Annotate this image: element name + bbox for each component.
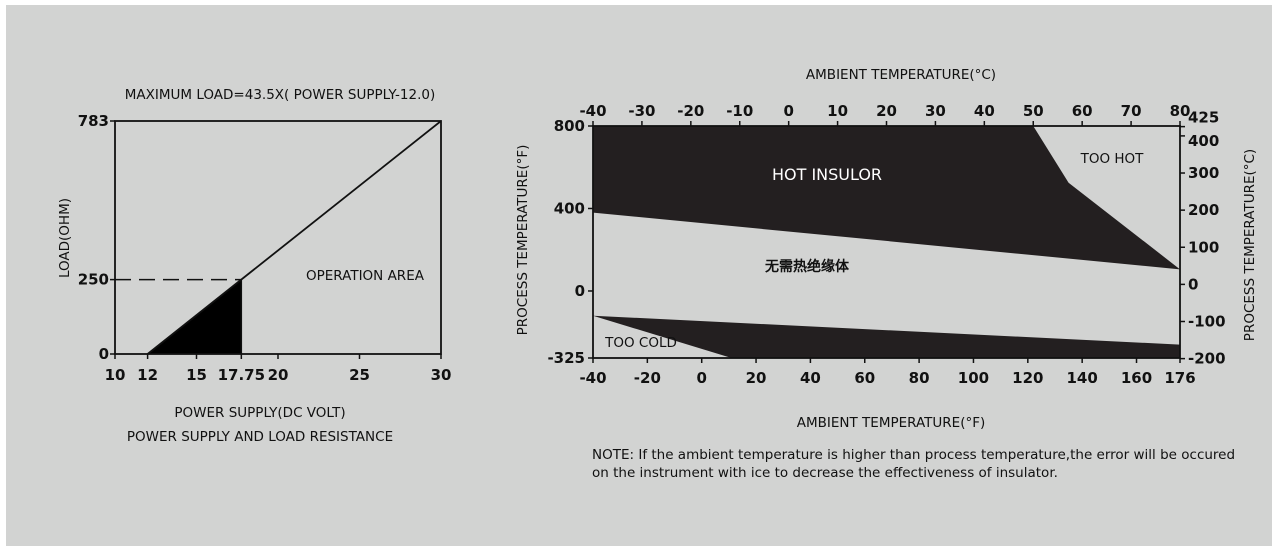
- temperature-regions: [593, 126, 1180, 358]
- left-y-axis-ticks: 800 400 0 -325: [547, 117, 593, 367]
- y-tick-label: 800: [554, 117, 585, 135]
- bottom-x-axis-ticks: -40 -20 0 20 40 60 80 100 120 140 160 176: [579, 358, 1196, 387]
- y-axis-ticks: 0 250 783: [78, 112, 115, 363]
- bottom-x-axis-label: AMBIENT TEMPERATURE(°F): [797, 415, 986, 431]
- x-tick-label: 12: [137, 366, 158, 384]
- y-tick-label: 250: [78, 271, 109, 289]
- figure-background: [6, 5, 1272, 546]
- x-tick-label: 30: [431, 366, 452, 384]
- x-tick-label: 40: [974, 102, 995, 120]
- x-tick-label: 80: [909, 369, 930, 387]
- y-tick-label: 200: [1188, 201, 1219, 219]
- note-text: NOTE: If the ambient temperature is high…: [592, 447, 1236, 481]
- left-y-axis-label: PROCESS TEMPERATURE(°F): [515, 145, 531, 336]
- x-tick-label: 70: [1121, 102, 1142, 120]
- series-line: [147, 120, 442, 355]
- right-y-axis-label: PROCESS TEMPERATURE(°C): [1242, 149, 1258, 341]
- x-axis-ticks: 10 12 15 17.75 20 25 30: [105, 354, 452, 384]
- x-tick-label: 20: [876, 102, 897, 120]
- x-tick-label: 20: [746, 369, 767, 387]
- x-tick-label: -20: [634, 369, 661, 387]
- x-tick-label: 0: [696, 369, 706, 387]
- y-tick-label: 400: [1188, 132, 1219, 150]
- chart-title: MAXIMUM LOAD=43.5X( POWER SUPPLY-12.0): [125, 87, 435, 103]
- x-tick-label: 176: [1164, 369, 1195, 387]
- y-tick-label: 0: [99, 345, 109, 363]
- hot-insulor-region: [593, 126, 1180, 270]
- x-tick-label: 10: [105, 366, 126, 384]
- top-x-axis-ticks: -40 -30 -20 -10 0 10 20 30 40 50 60 70 80: [579, 102, 1190, 126]
- x-tick-label: 0: [783, 102, 793, 120]
- chart-caption: POWER SUPPLY AND LOAD RESISTANCE: [127, 429, 393, 445]
- x-tick-label: 15: [186, 366, 207, 384]
- x-tick-label: 10: [827, 102, 848, 120]
- top-x-axis-label: AMBIENT TEMPERATURE(°C): [806, 67, 996, 83]
- too-cold-label: TOO COLD: [604, 335, 677, 351]
- x-tick-label: 25: [349, 366, 370, 384]
- y-tick-label: 400: [554, 199, 585, 217]
- y-tick-label: -100: [1188, 312, 1226, 330]
- x-tick-label: -40: [579, 102, 606, 120]
- x-tick-label: -20: [677, 102, 704, 120]
- x-tick-label: 60: [1072, 102, 1093, 120]
- x-tick-label: -40: [579, 369, 606, 387]
- y-tick-label: -200: [1188, 350, 1226, 368]
- y-tick-label: 0: [575, 282, 585, 300]
- x-tick-label: 20: [268, 366, 289, 384]
- x-axis-label: POWER SUPPLY(DC VOLT): [174, 405, 345, 421]
- y-tick-label: -325: [547, 349, 585, 367]
- x-tick-label: 160: [1121, 369, 1152, 387]
- x-tick-label: 140: [1067, 369, 1098, 387]
- hot-insulor-label: HOT INSULOR: [772, 165, 882, 184]
- y-tick-label: 100: [1188, 238, 1219, 256]
- y-axis-label: LOAD(OHM): [57, 198, 73, 278]
- y-tick-label: 783: [78, 112, 109, 130]
- no-insulator-label: 无需热绝缘体: [764, 258, 850, 275]
- x-tick-label: 100: [958, 369, 989, 387]
- max-load-line: [147, 120, 442, 355]
- y-tick-label: 425: [1188, 109, 1219, 127]
- y-tick-label: 0: [1188, 275, 1198, 293]
- x-tick-label: 40: [800, 369, 821, 387]
- y-tick-label: 300: [1188, 164, 1219, 182]
- x-tick-label: -30: [628, 102, 655, 120]
- x-tick-label: 80: [1170, 102, 1191, 120]
- x-tick-label: 120: [1012, 369, 1043, 387]
- x-tick-label: 17.75: [218, 366, 265, 384]
- operation-area-label: OPERATION AREA: [306, 268, 425, 284]
- x-tick-label: 50: [1023, 102, 1044, 120]
- x-tick-label: 60: [854, 369, 875, 387]
- x-tick-label: 30: [925, 102, 946, 120]
- right-y-axis-ticks: 425 400 300 200 100 0 -100 -200: [1180, 109, 1226, 368]
- x-tick-label: -10: [726, 102, 753, 120]
- too-hot-label: TOO HOT: [1080, 151, 1145, 167]
- too-cold-region: [593, 315, 1180, 358]
